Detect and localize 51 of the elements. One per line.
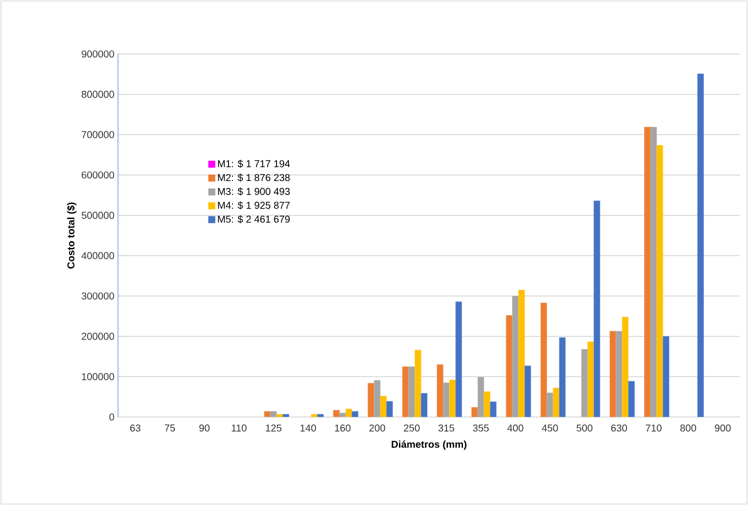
bar (581, 349, 588, 417)
y-axis-title: Costo total ($) (66, 202, 76, 269)
bar (559, 337, 566, 417)
bar (368, 382, 374, 417)
x-tick-label: 140 (300, 424, 316, 432)
x-tick-label: 500 (576, 424, 592, 432)
bar (449, 380, 456, 417)
x-axis-title: Diámetros (mm) (392, 440, 466, 450)
y-tick-label: 100000 (82, 373, 114, 380)
y-tick-label: 700000 (82, 131, 114, 138)
y-tick-label: 400000 (81, 252, 114, 260)
legend-label: M4: $ 1 925 877 (218, 201, 290, 210)
x-tick-label: 800 (680, 424, 696, 432)
x-tick-label: 710 (646, 424, 662, 432)
bar (628, 380, 635, 417)
bar (352, 411, 358, 417)
bar (420, 393, 428, 417)
x-tick-label: 75 (164, 424, 175, 432)
bar (594, 200, 600, 417)
x-tick-label: 110 (232, 424, 247, 432)
legend-label: M2: $ 1 876 238 (218, 174, 290, 182)
y-tick-label: 500000 (82, 212, 114, 219)
x-tick-label: 160 (335, 424, 351, 432)
x-tick-label: 900 (714, 424, 731, 432)
y-tick-label: 600000 (82, 171, 114, 179)
y-tick-label: 900000 (82, 50, 114, 58)
bar (662, 336, 670, 417)
bar (697, 74, 704, 417)
x-tick-label: 400 (507, 424, 524, 432)
x-tick-label: 63 (130, 424, 140, 432)
x-tick-label: 355 (472, 424, 489, 432)
bar (524, 366, 532, 417)
x-tick-label: 250 (404, 424, 420, 432)
x-tick-label: 90 (199, 424, 210, 432)
bar (490, 402, 496, 417)
x-tick-label: 125 (266, 424, 282, 432)
x-tick-label: 200 (369, 424, 386, 432)
x-tick-label: 630 (611, 424, 627, 432)
bar (455, 301, 462, 417)
y-tick-label: 200000 (82, 332, 114, 340)
legend-label: M3: $ 1 900 493 (218, 188, 290, 196)
legend-label: M5: $ 2 461 679 (218, 215, 290, 224)
x-tick-label: 450 (542, 424, 558, 432)
y-tick-label: 800000 (82, 90, 114, 98)
y-tick-label: 300000 (82, 292, 114, 300)
y-tick-label: 0 (109, 413, 114, 421)
bar (386, 401, 393, 417)
legend-label: M1: $ 1 717 194 (218, 160, 290, 168)
x-tick-label: 315 (438, 424, 454, 432)
bar (317, 414, 324, 417)
bar (282, 414, 290, 417)
